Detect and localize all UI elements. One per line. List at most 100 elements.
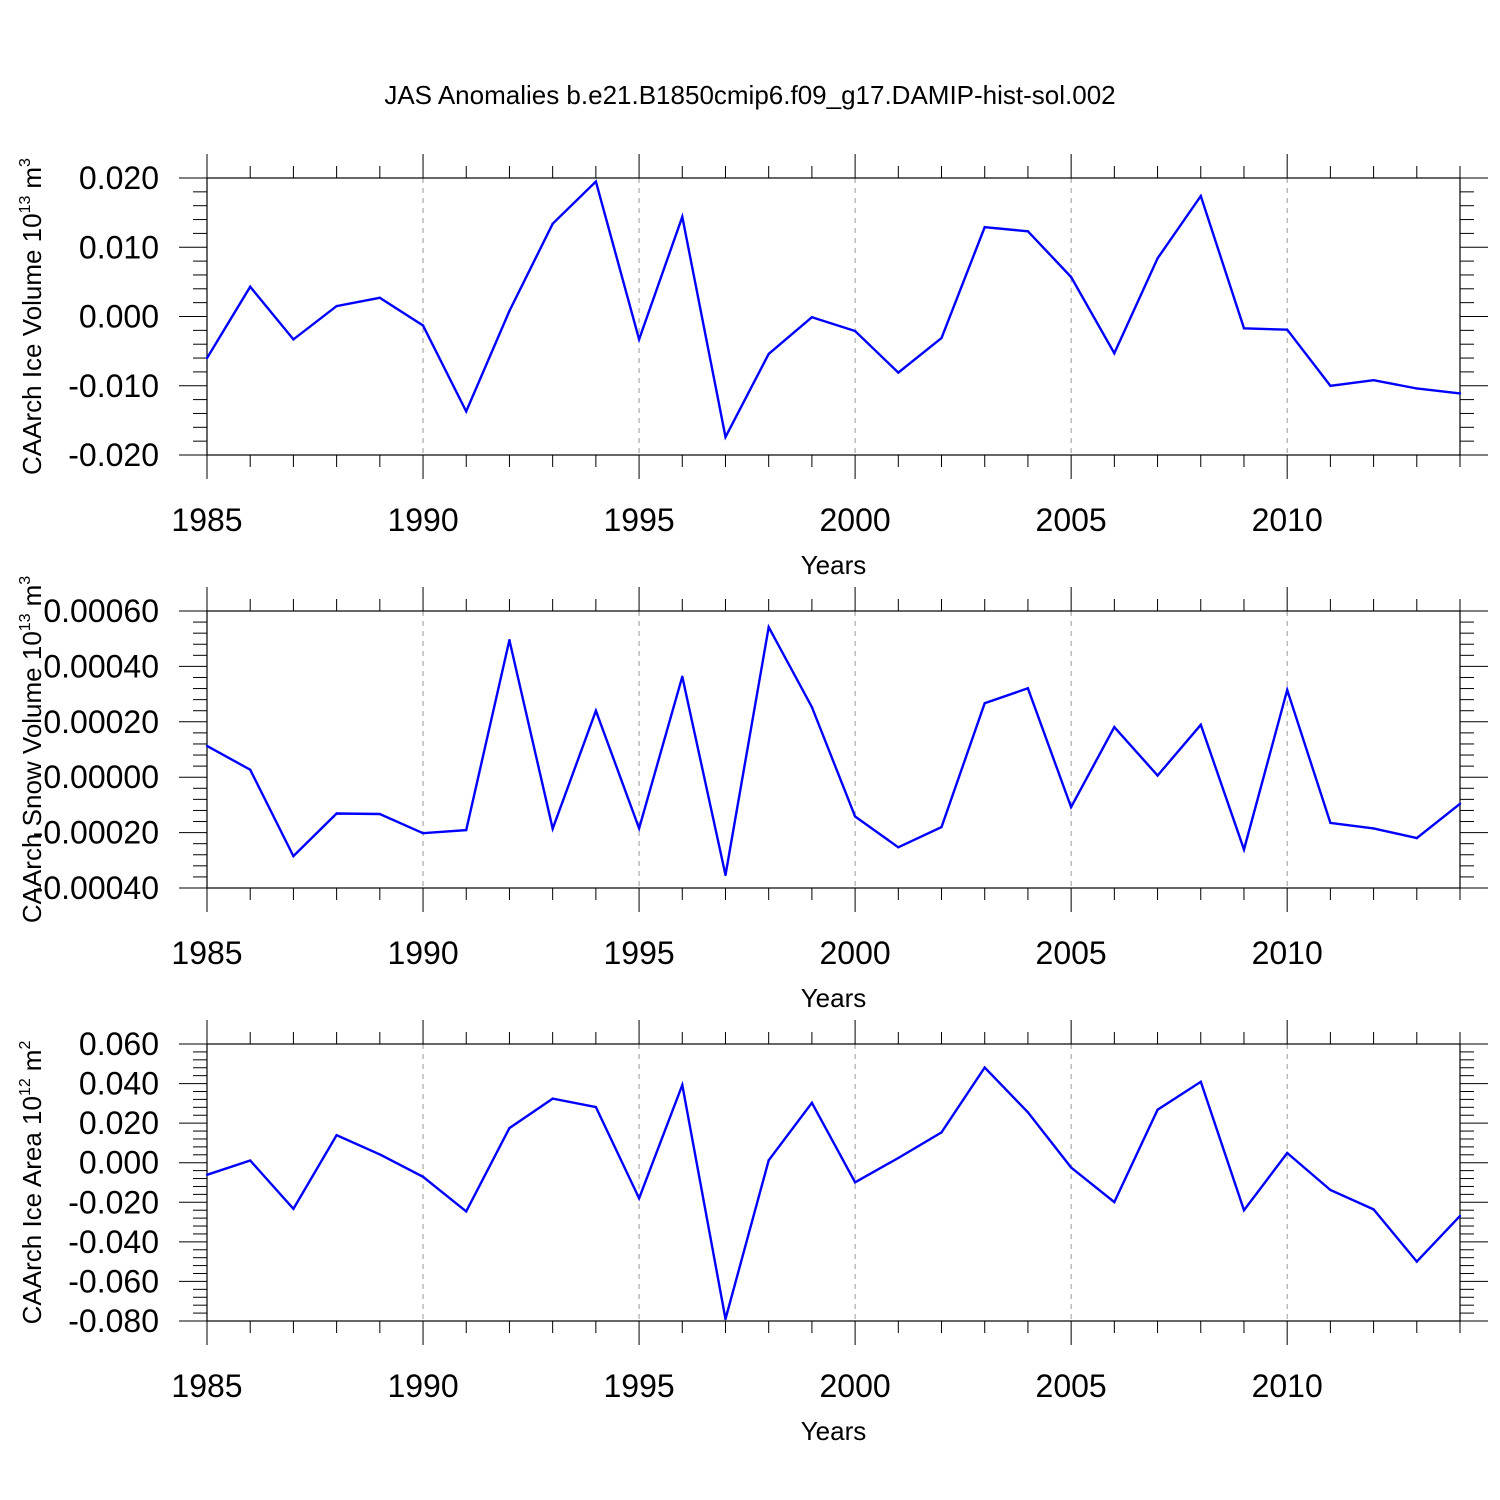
data-point bbox=[551, 222, 554, 225]
data-point bbox=[421, 831, 425, 835]
data-point bbox=[594, 709, 598, 712]
y-tick-label: 0.060 bbox=[79, 1026, 159, 1062]
data-point bbox=[335, 1134, 338, 1137]
y-axis-label-yunit_unit_exp: 3 bbox=[17, 576, 34, 585]
data-point bbox=[378, 1153, 382, 1156]
plot-frame bbox=[206, 1043, 1461, 1322]
panels: 1985 1990 1995 2000 2005 2010 Years -0.020 -0.01… bbox=[17, 154, 1488, 1446]
panel-1: 1985 1990 1995 2000 2005 2010 Years -0.020 -0.01… bbox=[17, 154, 1488, 580]
data-point bbox=[983, 702, 986, 705]
data-point bbox=[724, 1317, 727, 1321]
data-point bbox=[1372, 827, 1375, 830]
y-axis-label-yunit_base: 10 bbox=[17, 1096, 47, 1125]
series-line bbox=[205, 179, 1461, 441]
x-tick-label: 1995 bbox=[603, 935, 674, 971]
data-point bbox=[940, 1131, 943, 1134]
panel-2: 1985 1990 1995 2000 2005 2010 Years -0.00040 -0.… bbox=[17, 576, 1488, 1013]
y-axis-label-yunit_exp: 13 bbox=[17, 196, 34, 214]
data-point bbox=[724, 435, 727, 439]
data-point bbox=[1156, 1108, 1159, 1111]
y-axis-label-yunit_unit: m bbox=[17, 1050, 47, 1072]
data-point bbox=[1329, 1188, 1332, 1192]
data-point bbox=[940, 825, 943, 829]
x-tick-label: 2005 bbox=[1036, 502, 1107, 538]
y-tick-label: -0.060 bbox=[68, 1263, 159, 1299]
data-point bbox=[983, 1066, 986, 1069]
data-point bbox=[465, 1210, 468, 1213]
data-point bbox=[205, 1173, 209, 1176]
y-axis-label-yunit_base: 10 bbox=[17, 631, 47, 660]
x-axis-label: Years bbox=[801, 550, 867, 580]
y-tick-label: 0.000 bbox=[79, 299, 159, 335]
y-tick-label: -0.020 bbox=[68, 1184, 159, 1220]
y-axis-label-yunit_unit: m bbox=[17, 585, 47, 607]
data-point bbox=[853, 1181, 857, 1184]
data-point bbox=[378, 812, 382, 816]
data-point bbox=[681, 215, 684, 218]
y-tick-label: 0.040 bbox=[79, 1066, 159, 1102]
data-point bbox=[205, 744, 209, 748]
y-axis-label: CAArch Ice Area 1012 m2 bbox=[17, 1041, 47, 1325]
x-tick-label: 1990 bbox=[387, 935, 458, 971]
data-point bbox=[421, 1175, 425, 1178]
data-point bbox=[421, 324, 425, 327]
data-point bbox=[897, 846, 900, 849]
data-point bbox=[1113, 725, 1116, 729]
data-point bbox=[1113, 1200, 1116, 1204]
data-point bbox=[1156, 774, 1159, 777]
data-point bbox=[897, 1156, 900, 1160]
x-tick-label: 1995 bbox=[603, 1368, 674, 1404]
data-point bbox=[1458, 1214, 1462, 1218]
data-point bbox=[551, 827, 554, 830]
data-point bbox=[594, 180, 598, 183]
data-point bbox=[1113, 352, 1116, 355]
data-point bbox=[767, 1159, 770, 1162]
y-axis-label-ylabel: CAArch Snow Volume bbox=[17, 660, 47, 923]
data-point bbox=[1199, 723, 1202, 727]
y-tick-label: -0.080 bbox=[68, 1303, 159, 1339]
data-point bbox=[940, 336, 943, 340]
y-tick-label: 0.020 bbox=[79, 1105, 159, 1141]
data-point bbox=[594, 1105, 598, 1109]
data-point bbox=[292, 338, 295, 341]
y-axis-label-yunit_exp: 12 bbox=[17, 1078, 34, 1096]
data-point bbox=[1329, 384, 1332, 387]
data-point bbox=[1026, 1111, 1030, 1114]
y-tick-label: 0.00020 bbox=[43, 704, 159, 740]
data-point bbox=[1415, 836, 1418, 840]
data-point bbox=[1242, 848, 1246, 851]
data-point bbox=[465, 410, 468, 413]
data-point bbox=[249, 1159, 252, 1162]
y-tick-label: -0.010 bbox=[68, 368, 159, 404]
y-tick-label: 0.00040 bbox=[43, 648, 159, 684]
data-point bbox=[767, 352, 770, 356]
data-point bbox=[335, 304, 338, 308]
y-axis-label-yunit_exp: 13 bbox=[17, 613, 34, 631]
data-point bbox=[681, 1083, 684, 1087]
y-tick-label: -0.020 bbox=[68, 437, 159, 473]
x-tick-label: 1990 bbox=[387, 1368, 458, 1404]
data-point bbox=[249, 285, 252, 288]
data-point bbox=[1372, 379, 1375, 382]
y-axis-label-yunit_unit_exp: 3 bbox=[17, 158, 34, 167]
data-point bbox=[810, 1101, 814, 1104]
y-tick-label: 0.00060 bbox=[43, 593, 159, 629]
data-point bbox=[465, 828, 468, 832]
x-tick-label: 2000 bbox=[820, 1368, 891, 1404]
y-tick-label: 0.000 bbox=[79, 1145, 159, 1181]
data-point bbox=[853, 329, 857, 333]
data-point bbox=[853, 815, 857, 818]
x-tick-label: 1985 bbox=[171, 1368, 242, 1404]
data-point bbox=[810, 705, 814, 709]
data-point bbox=[292, 1207, 295, 1211]
data-point bbox=[1242, 1209, 1246, 1212]
data-point bbox=[1285, 688, 1289, 692]
x-tick-label: 2000 bbox=[820, 935, 891, 971]
x-tick-label: 1985 bbox=[171, 502, 242, 538]
data-point bbox=[1329, 821, 1332, 825]
data-point bbox=[810, 315, 814, 319]
panel-3: 1985 1990 1995 2000 2005 2010 Years -0.080 -0.06… bbox=[17, 1020, 1488, 1446]
x-tick-label: 2010 bbox=[1252, 935, 1323, 971]
data-point bbox=[1372, 1208, 1375, 1211]
y-tick-label: 0.020 bbox=[79, 160, 159, 196]
